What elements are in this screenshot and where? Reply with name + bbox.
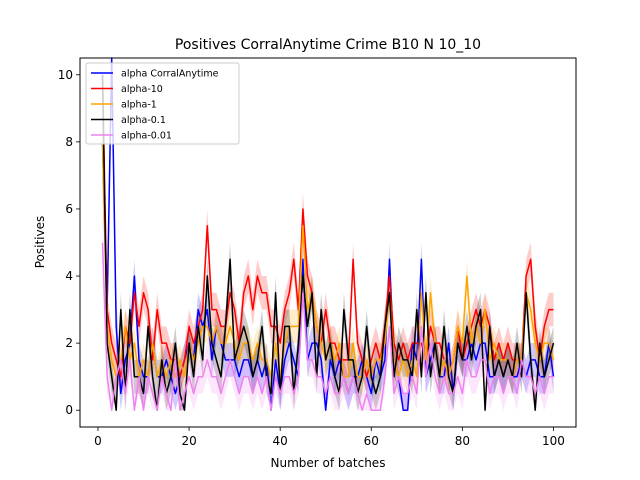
x-axis-label: Number of batches [271,456,386,470]
x-tick-label: 80 [455,434,470,448]
x-axis-ticks: 0 20 40 60 80 100 [94,427,565,448]
y-tick-label: 10 [58,68,73,82]
legend-label-alpha-1: alpha-1 [121,100,157,111]
y-tick-label: 0 [65,403,73,417]
y-tick-label: 2 [65,336,73,350]
y-tick-label: 6 [65,202,73,216]
band-alpha-corralanytime [102,58,554,411]
y-axis-ticks: 0 2 4 6 8 10 [58,68,80,417]
y-tick-label: 8 [65,135,73,149]
legend-label-alpha-corralanytime: alpha CorralAnytime [121,69,219,80]
legend-box [85,62,240,145]
band-alpha-0-1 [102,58,554,411]
series-line-alpha-0-1 [101,74,555,411]
plot-frame [79,57,577,428]
x-tick-label: 100 [542,434,565,448]
legend-label-alpha-0-01: alpha-0.01 [121,131,172,142]
x-tick-label: 40 [273,434,288,448]
band-alpha-1 [102,125,554,394]
x-tick-label: 0 [94,434,102,448]
legend-label-alpha-0-1: alpha-0.1 [121,115,166,126]
band-alpha-0-01 [102,209,554,411]
series-line-alpha-0-01 [101,242,554,411]
x-tick-label: 60 [364,434,379,448]
y-tick-label: 4 [65,269,73,283]
series-lines [101,57,555,411]
x-tick-label: 20 [181,434,196,448]
legend: alpha CorralAnytime alpha-10 alpha-1 alpha-… [85,62,240,145]
y-axis-label: Positives [33,216,47,269]
chart-title: Positives CorralAnytime Crime B10 N 10_1… [175,37,481,53]
legend-label-alpha-10: alpha-10 [121,84,163,95]
